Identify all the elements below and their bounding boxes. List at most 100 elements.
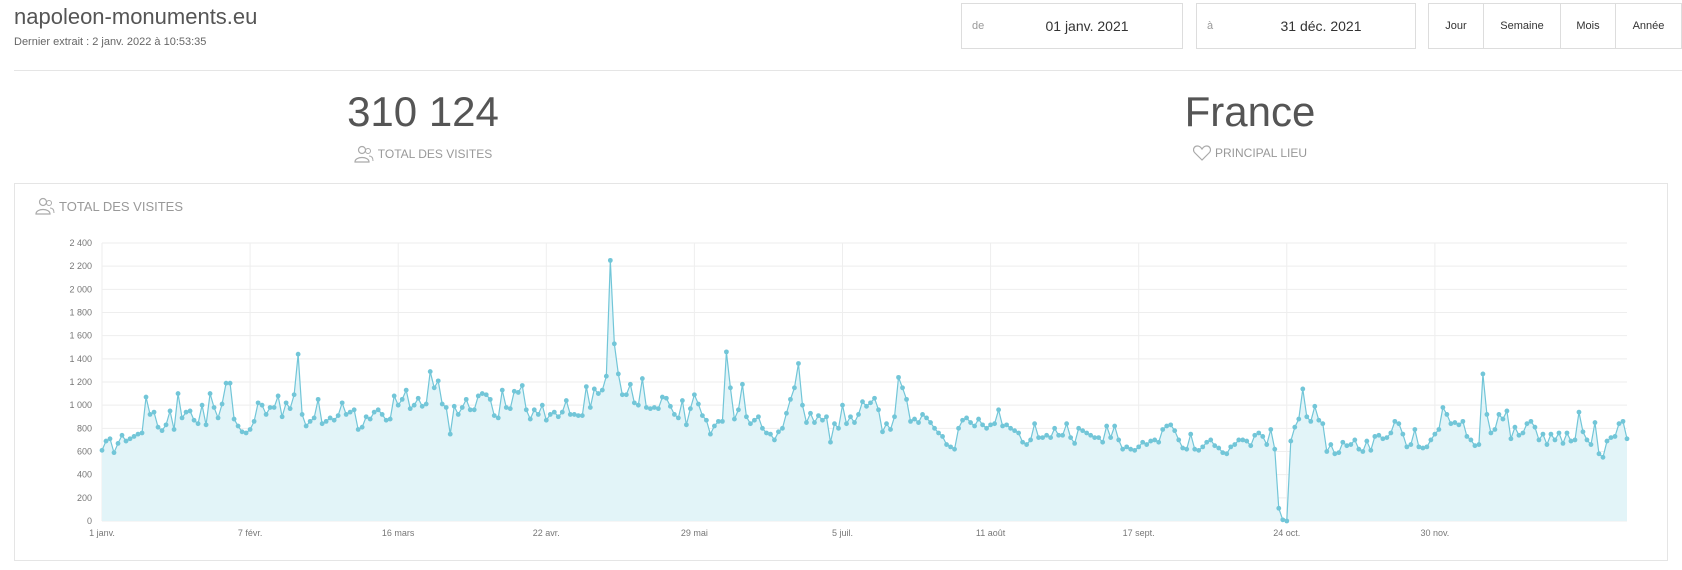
data-point <box>323 418 329 424</box>
data-point <box>1144 442 1150 447</box>
data-point <box>527 416 533 422</box>
data-point <box>455 412 461 417</box>
users-icon <box>354 145 374 163</box>
data-point <box>848 414 853 420</box>
data-point <box>960 417 965 423</box>
data-point <box>1140 439 1146 445</box>
data-point <box>1256 430 1262 436</box>
data-point <box>411 402 417 408</box>
main-place-value: France <box>1184 88 1316 135</box>
period-week-button[interactable]: Semaine <box>1484 4 1561 48</box>
data-point <box>1068 435 1074 440</box>
period-year-button[interactable]: Année <box>1632 20 1665 32</box>
data-point <box>968 420 973 425</box>
data-point <box>131 434 137 439</box>
data-point <box>331 417 337 423</box>
data-point <box>1292 424 1298 430</box>
data-point <box>471 407 477 413</box>
data-point <box>287 406 293 412</box>
data-point <box>167 408 173 414</box>
data-point <box>792 385 797 391</box>
data-point <box>1408 442 1414 447</box>
data-point <box>896 374 901 380</box>
data-point <box>351 407 357 413</box>
data-point <box>1216 445 1222 451</box>
data-point <box>1244 438 1250 444</box>
data-point <box>655 406 661 412</box>
data-point <box>748 421 753 427</box>
data-point <box>155 424 161 430</box>
date-to-field[interactable]: à 31 déc. 2021 <box>1196 3 1416 49</box>
data-point <box>880 429 885 435</box>
data-point <box>503 405 509 410</box>
data-point <box>303 423 309 429</box>
data-point <box>583 384 589 390</box>
data-point <box>543 417 549 423</box>
data-point <box>820 417 825 423</box>
data-point <box>936 430 941 436</box>
data-point <box>1260 434 1266 439</box>
data-point <box>1380 436 1386 442</box>
data-point <box>1448 421 1454 427</box>
data-point <box>1396 421 1402 427</box>
data-point <box>988 422 993 428</box>
data-point <box>1372 434 1378 439</box>
data-point <box>1344 443 1350 449</box>
data-point <box>523 407 529 413</box>
data-point <box>207 391 213 396</box>
data-point <box>1120 446 1126 452</box>
data-point <box>1092 435 1098 440</box>
data-point <box>1592 420 1598 425</box>
data-point <box>1484 412 1490 417</box>
data-point <box>1552 437 1558 443</box>
data-point <box>1588 442 1594 447</box>
x-tick-label: 30 nov. <box>1420 528 1449 538</box>
data-point <box>992 421 997 427</box>
data-point <box>415 395 421 401</box>
data-point <box>1320 421 1326 427</box>
data-point <box>1116 437 1122 443</box>
period-month-button[interactable]: Mois <box>1561 4 1616 48</box>
data-point <box>1480 371 1486 377</box>
data-point <box>1192 446 1198 452</box>
data-point <box>383 417 389 423</box>
data-point <box>1612 434 1618 439</box>
data-point <box>215 415 221 421</box>
data-point <box>1184 446 1190 452</box>
data-point <box>1152 437 1158 443</box>
data-point <box>1108 435 1114 440</box>
data-point <box>712 423 717 429</box>
data-point <box>920 412 925 417</box>
data-point <box>1340 439 1346 445</box>
data-point <box>127 436 133 442</box>
data-point <box>375 407 381 413</box>
data-point <box>1308 418 1314 424</box>
data-point <box>639 376 645 381</box>
data-point <box>603 373 609 379</box>
data-point <box>1048 435 1054 440</box>
data-point <box>1312 403 1318 409</box>
y-tick-label: 1 800 <box>69 308 92 318</box>
data-point <box>243 430 249 436</box>
y-tick-label: 1 200 <box>69 377 92 387</box>
data-point <box>611 341 617 347</box>
date-from-field[interactable]: de 01 janv. 2021 <box>961 3 1183 49</box>
data-point <box>1524 421 1530 427</box>
data-point <box>1044 432 1050 438</box>
data-point <box>1472 443 1478 449</box>
data-point <box>1172 428 1178 434</box>
data-point <box>195 421 201 427</box>
date-from-label: de <box>972 20 985 32</box>
data-point <box>1080 428 1086 434</box>
period-selector: Jour Semaine Mois Année <box>1428 3 1682 49</box>
data-point <box>699 413 705 418</box>
data-point <box>1392 418 1398 424</box>
data-point <box>1160 427 1166 432</box>
data-point <box>1208 437 1214 443</box>
data-point <box>1264 442 1270 447</box>
data-point <box>447 431 453 437</box>
period-day-button[interactable]: Jour <box>1429 4 1484 48</box>
date-from-value: 01 janv. 2021 <box>1045 18 1129 34</box>
data-point <box>1516 432 1522 438</box>
data-point <box>1548 431 1554 437</box>
